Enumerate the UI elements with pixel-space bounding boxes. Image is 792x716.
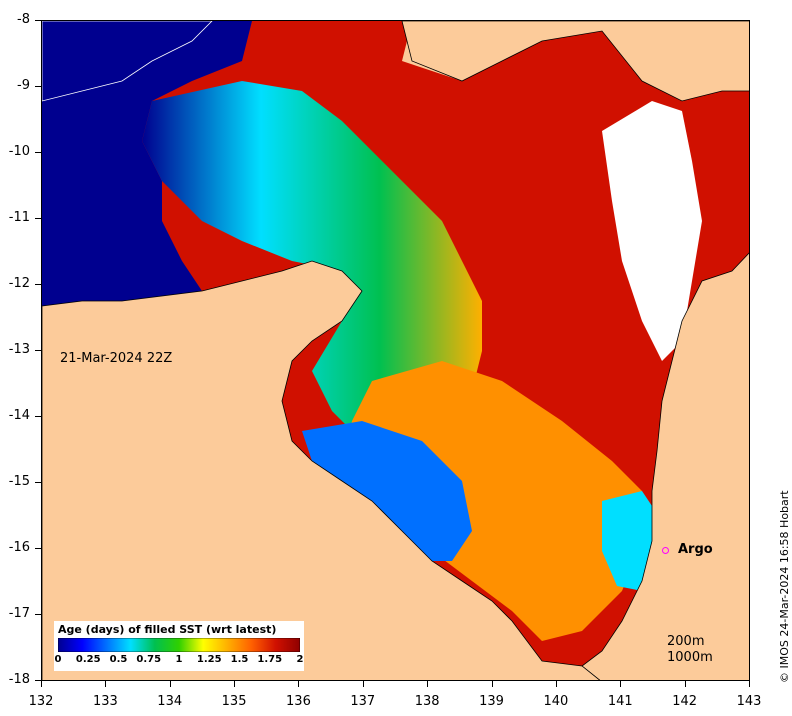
- colorbar-tick-label: 0.75: [136, 654, 162, 665]
- colorbar-gradient: [58, 638, 300, 652]
- y-tick-label: -17: [8, 606, 30, 621]
- y-tick-mark: [35, 350, 41, 351]
- x-tick-label: 140: [543, 694, 569, 709]
- y-tick-label: -13: [8, 342, 30, 357]
- x-tick-label: 139: [479, 694, 504, 709]
- ocean-orange-band: [342, 361, 642, 641]
- y-tick-mark: [35, 416, 41, 417]
- y-tick-mark: [35, 680, 41, 681]
- y-tick-mark: [35, 548, 41, 549]
- x-tick-label: 138: [414, 694, 440, 709]
- x-tick-label: 141: [607, 694, 633, 709]
- y-tick-mark: [35, 152, 41, 153]
- y-tick-label: -8: [17, 12, 30, 27]
- x-tick-mark: [555, 681, 557, 687]
- land-arnhem: [42, 260, 601, 680]
- x-tick-mark: [105, 681, 107, 687]
- colorbar-tick-label: 0.5: [109, 654, 128, 665]
- colorbar-legend: Age (days) of filled SST (wrt latest) 0 0…: [54, 621, 304, 671]
- y-tick-label: -14: [8, 408, 30, 423]
- colorbar-tick-label: 2: [296, 654, 304, 665]
- land-cape-york: [401, 21, 749, 102]
- x-tick-mark: [491, 681, 493, 687]
- date-stamp: 21-Mar-2024 22Z: [60, 351, 173, 366]
- colorbar-tick-label: 0: [54, 654, 62, 665]
- y-tick-label: -15: [8, 474, 30, 489]
- x-tick-mark: [169, 681, 171, 687]
- x-tick-mark: [749, 681, 750, 687]
- y-tick-mark: [35, 284, 41, 285]
- colorbar-title: Age (days) of filled SST (wrt latest): [58, 623, 277, 636]
- x-tick-mark: [620, 681, 622, 687]
- x-tick-label: 134: [157, 694, 183, 709]
- contour-1000-label: 1000m: [667, 650, 713, 665]
- credit-text: © IMOS 24-Mar-2024 16:58 Hobart: [778, 490, 791, 683]
- argo-label: Argo: [678, 542, 713, 557]
- y-tick-mark: [35, 86, 41, 87]
- contour-legend: 200m 1000m: [667, 634, 713, 666]
- y-tick-mark: [35, 218, 41, 219]
- y-tick-mark: [35, 614, 41, 615]
- x-tick-label: 133: [92, 694, 118, 709]
- y-tick-mark: [35, 20, 41, 21]
- y-tick-label: -9: [17, 78, 30, 93]
- ocean-blue-patch: [302, 421, 472, 561]
- contour-200-label: 200m: [667, 634, 705, 649]
- x-tick-label: 142: [672, 694, 698, 709]
- ocean-west-deep: [42, 21, 252, 306]
- argo-float-marker: [662, 547, 669, 554]
- land-new-guinea: [42, 21, 213, 102]
- x-tick-label: 136: [286, 694, 311, 709]
- y-tick-label: -18: [8, 672, 30, 687]
- y-tick-mark: [35, 482, 41, 483]
- colorbar-tick-label: 1: [175, 654, 183, 665]
- x-tick-mark: [362, 681, 364, 687]
- colorbar-tick-label: 0.25: [75, 654, 101, 665]
- x-tick-label: 135: [221, 694, 247, 709]
- sst-age-map: [41, 20, 750, 681]
- y-tick-label: -12: [8, 276, 30, 291]
- x-tick-mark: [41, 681, 42, 687]
- x-tick-mark: [234, 681, 236, 687]
- x-tick-label: 143: [736, 694, 762, 709]
- x-tick-mark: [298, 681, 300, 687]
- x-tick-mark: [427, 681, 429, 687]
- x-tick-label: 137: [350, 694, 376, 709]
- colorbar-tick-label: 1.75: [257, 654, 283, 665]
- no-data-patch: [602, 101, 702, 361]
- colorbar-rect: [58, 638, 300, 652]
- y-tick-label: -11: [8, 210, 30, 225]
- colorbar-tick-label: 1.5: [230, 654, 249, 665]
- colorbar-tick-label: 1.25: [196, 654, 222, 665]
- y-tick-label: -16: [8, 540, 30, 555]
- x-tick-label: 132: [28, 694, 54, 709]
- map-canvas: [42, 21, 749, 680]
- x-tick-mark: [684, 681, 686, 687]
- y-tick-label: -10: [8, 144, 30, 159]
